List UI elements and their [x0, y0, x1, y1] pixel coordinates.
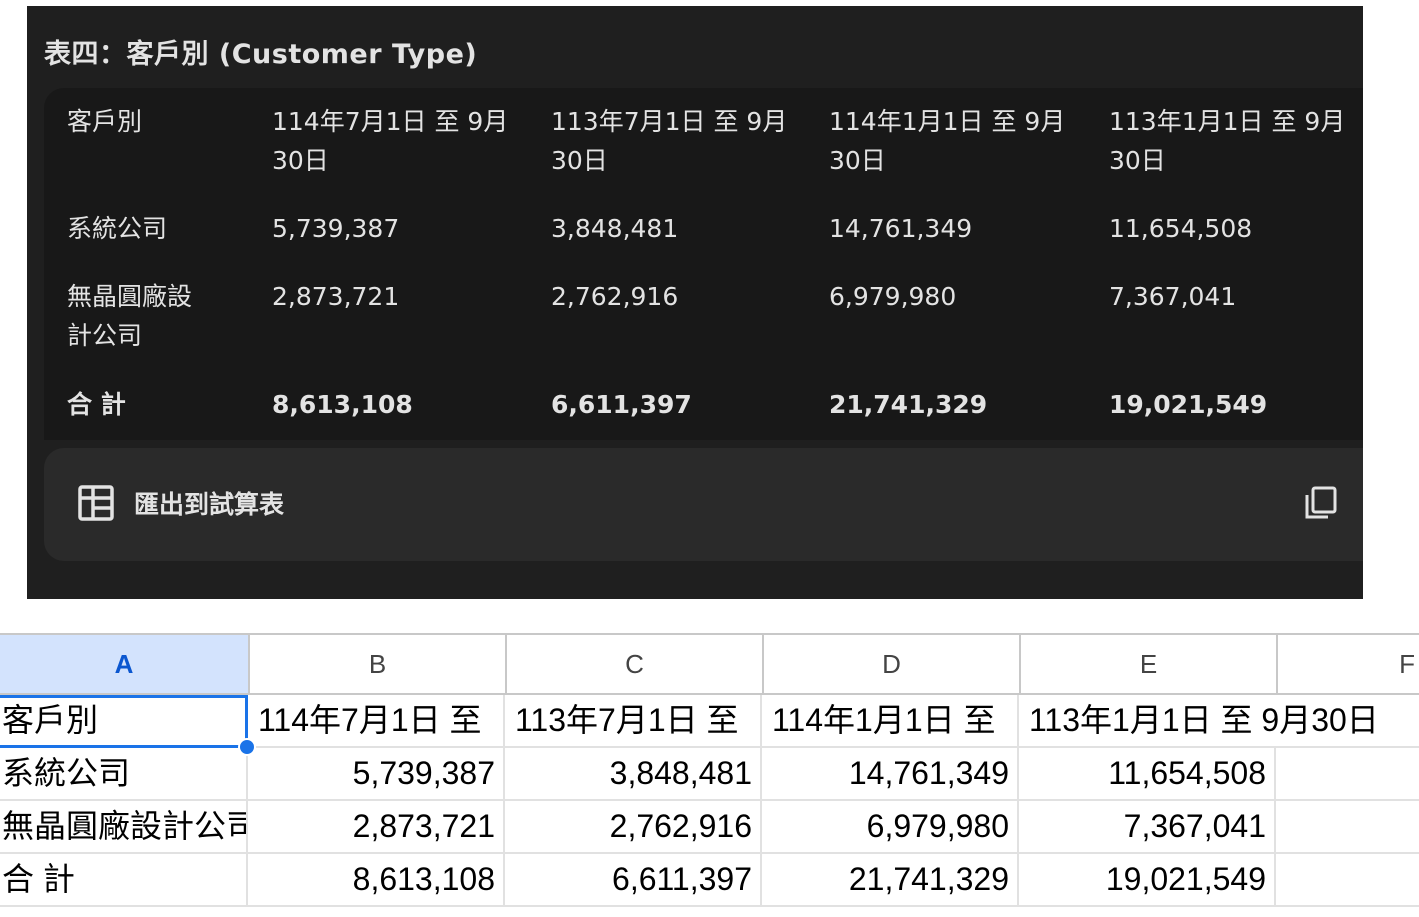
grid-cell[interactable]: 19,021,549 — [1019, 854, 1276, 907]
export-label: 匯出到試算表 — [134, 490, 285, 519]
grid-cell[interactable]: 5,739,387 — [248, 748, 505, 801]
table-icon — [78, 485, 114, 521]
header-label: 113年1月1日 至 9月 — [1109, 107, 1346, 136]
table-header-cell: 114年1月1日 至 9月 30日 — [829, 102, 1065, 180]
row-label: 無晶圓廠設 計公司 — [67, 277, 192, 355]
column-header-d[interactable]: D — [762, 633, 1019, 695]
header-label: 客戶別 — [67, 107, 143, 136]
grid-cell[interactable]: 113年7月1日 至 — [505, 695, 762, 748]
table-cell: 3,848,481 — [551, 214, 679, 243]
table-cell: 11,654,508 — [1109, 214, 1253, 243]
copy-icon[interactable] — [1302, 485, 1338, 521]
grid-cell[interactable]: 客戶別 — [0, 695, 248, 748]
header-label: 114年1月1日 至 9月 — [829, 107, 1066, 136]
table-header-cell: 113年1月1日 至 9月 30日 — [1109, 102, 1345, 180]
row-label-line: 計公司 — [67, 321, 143, 350]
header-label: 113年7月1日 至 9月 — [551, 107, 788, 136]
table-header-cell: 114年7月1日 至 9月 30日 — [272, 102, 508, 180]
header-label: 30日 — [1109, 146, 1166, 175]
table-header-cell: 113年7月1日 至 9月 30日 — [551, 102, 787, 180]
grid-cell[interactable]: 合 計 — [0, 854, 248, 907]
chat-response-panel: 表四：客戶別 (Customer Type) 客戶別 114年7月1日 至 9月… — [27, 6, 1363, 599]
total-cell: 21,741,329 — [829, 390, 988, 419]
column-header-f[interactable]: F — [1276, 633, 1419, 695]
spreadsheet-grid: A B C D E F 客戶別 114年7月1日 至 113年7月1日 至 11… — [0, 633, 1419, 917]
grid-cell[interactable] — [1276, 854, 1419, 907]
fill-handle[interactable] — [238, 738, 256, 756]
total-cell: 8,613,108 — [272, 390, 413, 419]
table-title: 表四：客戶別 (Customer Type) — [44, 39, 478, 70]
grid-cell[interactable]: 無晶圓廠設計公司 — [0, 801, 248, 854]
grid-cell[interactable]: 2,762,916 — [505, 801, 762, 854]
grid-cell[interactable]: 14,761,349 — [762, 748, 1019, 801]
grid-cell[interactable] — [1276, 801, 1419, 854]
table-cell: 7,367,041 — [1109, 282, 1237, 311]
data-table: 客戶別 114年7月1日 至 9月 30日 113年7月1日 至 9月 30日 11… — [44, 88, 1363, 440]
export-to-sheets-button[interactable]: 匯出到試算表 — [76, 478, 284, 528]
column-header-c[interactable]: C — [505, 633, 762, 695]
table-cell: 6,979,980 — [829, 282, 957, 311]
grid-cell[interactable]: 8,613,108 — [248, 854, 505, 907]
grid-cell[interactable]: 114年7月1日 至 — [248, 695, 505, 748]
grid-cell[interactable] — [1276, 748, 1419, 801]
grid-cell[interactable]: 3,848,481 — [505, 748, 762, 801]
grid-cell[interactable]: 7,367,041 — [1019, 801, 1276, 854]
header-label: 30日 — [272, 146, 329, 175]
total-label: 合 計 — [67, 390, 126, 419]
table-cell: 2,762,916 — [551, 282, 679, 311]
total-cell: 19,021,549 — [1109, 390, 1268, 419]
table-header-cell: 客戶別 — [67, 102, 142, 141]
grid-cell[interactable]: 21,741,329 — [762, 854, 1019, 907]
row-label-line: 無晶圓廠設 — [67, 282, 193, 311]
table-cell: 2,873,721 — [272, 282, 400, 311]
total-cell: 6,611,397 — [551, 390, 692, 419]
column-header-e[interactable]: E — [1019, 633, 1276, 695]
grid-cell[interactable]: 系統公司 — [0, 748, 248, 801]
grid-cell[interactable]: 11,654,508 — [1019, 748, 1276, 801]
table-cell: 14,761,349 — [829, 214, 973, 243]
grid-cell[interactable]: 2,873,721 — [248, 801, 505, 854]
grid-cell[interactable]: 6,979,980 — [762, 801, 1019, 854]
header-label: 30日 — [551, 146, 608, 175]
header-label: 30日 — [829, 146, 886, 175]
column-header-a[interactable]: A — [0, 633, 248, 695]
row-label: 系統公司 — [67, 214, 168, 243]
column-header-b[interactable]: B — [248, 633, 505, 695]
header-label: 114年7月1日 至 9月 — [272, 107, 509, 136]
grid-cell[interactable]: 6,611,397 — [505, 854, 762, 907]
table-footer: 匯出到試算表 — [44, 448, 1363, 561]
grid-cell[interactable]: 113年1月1日 至 9月30日 — [1019, 695, 1419, 748]
grid-cell[interactable]: 114年1月1日 至 — [762, 695, 1019, 748]
table-cell: 5,739,387 — [272, 214, 400, 243]
